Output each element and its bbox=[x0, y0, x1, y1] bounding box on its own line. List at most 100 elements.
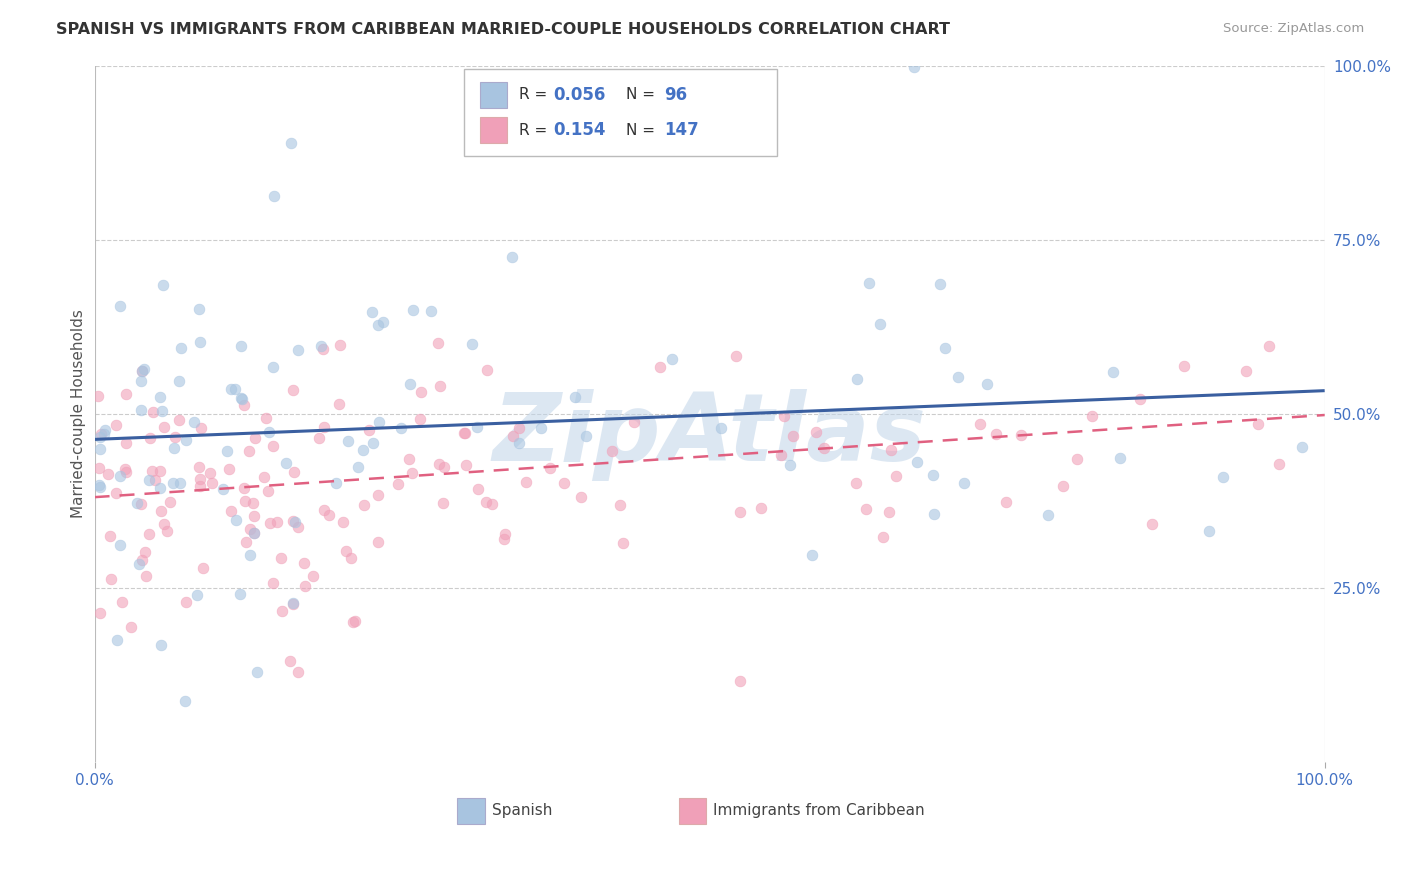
Point bbox=[1142, 517, 1164, 532]
Point bbox=[922, 508, 945, 522]
Point bbox=[1108, 450, 1130, 465]
Point bbox=[143, 473, 166, 487]
Point bbox=[501, 250, 523, 264]
Point bbox=[93, 426, 115, 441]
Point bbox=[257, 484, 280, 499]
Point bbox=[724, 349, 747, 363]
Point bbox=[728, 505, 751, 519]
Point bbox=[281, 597, 304, 611]
Point bbox=[108, 469, 131, 483]
Point bbox=[749, 500, 772, 515]
Text: ZipAtlas: ZipAtlas bbox=[492, 389, 927, 481]
Point bbox=[948, 370, 970, 384]
Point bbox=[94, 423, 117, 437]
Point bbox=[281, 514, 304, 528]
Point bbox=[120, 620, 142, 634]
Point bbox=[612, 536, 634, 550]
Point bbox=[253, 469, 276, 483]
Point bbox=[242, 509, 264, 524]
Point bbox=[427, 335, 450, 350]
Point bbox=[409, 412, 432, 426]
Point bbox=[1102, 364, 1125, 378]
Point bbox=[952, 476, 974, 491]
Point bbox=[352, 442, 374, 457]
Point bbox=[401, 466, 423, 480]
Point bbox=[183, 415, 205, 429]
Text: Spanish: Spanish bbox=[492, 803, 553, 818]
Point bbox=[131, 553, 153, 567]
Point bbox=[314, 420, 336, 434]
Point bbox=[225, 513, 247, 527]
Point bbox=[1010, 427, 1032, 442]
Text: 0.154: 0.154 bbox=[554, 121, 606, 139]
Point bbox=[115, 386, 138, 401]
Point bbox=[134, 545, 156, 559]
Y-axis label: Married-couple Households: Married-couple Households bbox=[72, 310, 86, 518]
Point bbox=[242, 496, 264, 510]
Point bbox=[328, 397, 350, 411]
Point bbox=[538, 461, 561, 475]
Point bbox=[190, 421, 212, 435]
Point bbox=[263, 189, 285, 203]
Point bbox=[773, 409, 796, 424]
FancyBboxPatch shape bbox=[479, 82, 506, 108]
Point bbox=[152, 516, 174, 531]
Point bbox=[367, 535, 389, 549]
Point bbox=[342, 615, 364, 629]
Point bbox=[156, 524, 179, 538]
Point bbox=[200, 466, 222, 480]
Point bbox=[105, 632, 128, 647]
Point bbox=[325, 476, 347, 491]
Point bbox=[494, 527, 516, 541]
Point bbox=[367, 416, 389, 430]
Point bbox=[318, 508, 340, 522]
Point bbox=[884, 469, 907, 483]
Point bbox=[287, 520, 309, 534]
Point bbox=[270, 551, 292, 566]
Point bbox=[87, 477, 110, 491]
Point bbox=[474, 495, 496, 509]
Point bbox=[976, 376, 998, 391]
Point bbox=[420, 303, 443, 318]
Point bbox=[728, 674, 751, 689]
Text: N =: N = bbox=[626, 87, 659, 103]
Point bbox=[475, 363, 498, 377]
Point bbox=[564, 390, 586, 404]
Text: R =: R = bbox=[519, 123, 553, 137]
Point bbox=[858, 276, 880, 290]
Point bbox=[427, 457, 450, 471]
Point bbox=[846, 372, 869, 386]
Point bbox=[432, 496, 454, 510]
Text: R =: R = bbox=[519, 87, 553, 103]
FancyBboxPatch shape bbox=[679, 797, 706, 824]
Point bbox=[453, 426, 475, 441]
Point bbox=[97, 467, 120, 482]
Point bbox=[270, 604, 292, 618]
Point bbox=[152, 404, 174, 418]
Point bbox=[360, 305, 382, 319]
Point bbox=[344, 614, 367, 628]
Text: 147: 147 bbox=[664, 121, 699, 139]
Point bbox=[131, 496, 153, 510]
Point bbox=[134, 361, 156, 376]
Point bbox=[128, 558, 150, 572]
Point bbox=[231, 392, 253, 407]
Point bbox=[163, 441, 186, 455]
Point bbox=[167, 413, 190, 427]
Point bbox=[782, 428, 804, 442]
Point bbox=[387, 477, 409, 491]
Point bbox=[229, 338, 252, 352]
Point bbox=[1234, 364, 1257, 378]
Point bbox=[329, 338, 352, 352]
Point bbox=[287, 665, 309, 679]
Point bbox=[115, 435, 138, 450]
Point bbox=[903, 60, 925, 74]
Point bbox=[467, 482, 489, 496]
Point bbox=[398, 452, 420, 467]
Point bbox=[87, 460, 110, 475]
Point bbox=[135, 569, 157, 583]
Point bbox=[335, 544, 357, 558]
Point bbox=[212, 482, 235, 496]
FancyBboxPatch shape bbox=[457, 797, 485, 824]
Point bbox=[191, 561, 214, 575]
